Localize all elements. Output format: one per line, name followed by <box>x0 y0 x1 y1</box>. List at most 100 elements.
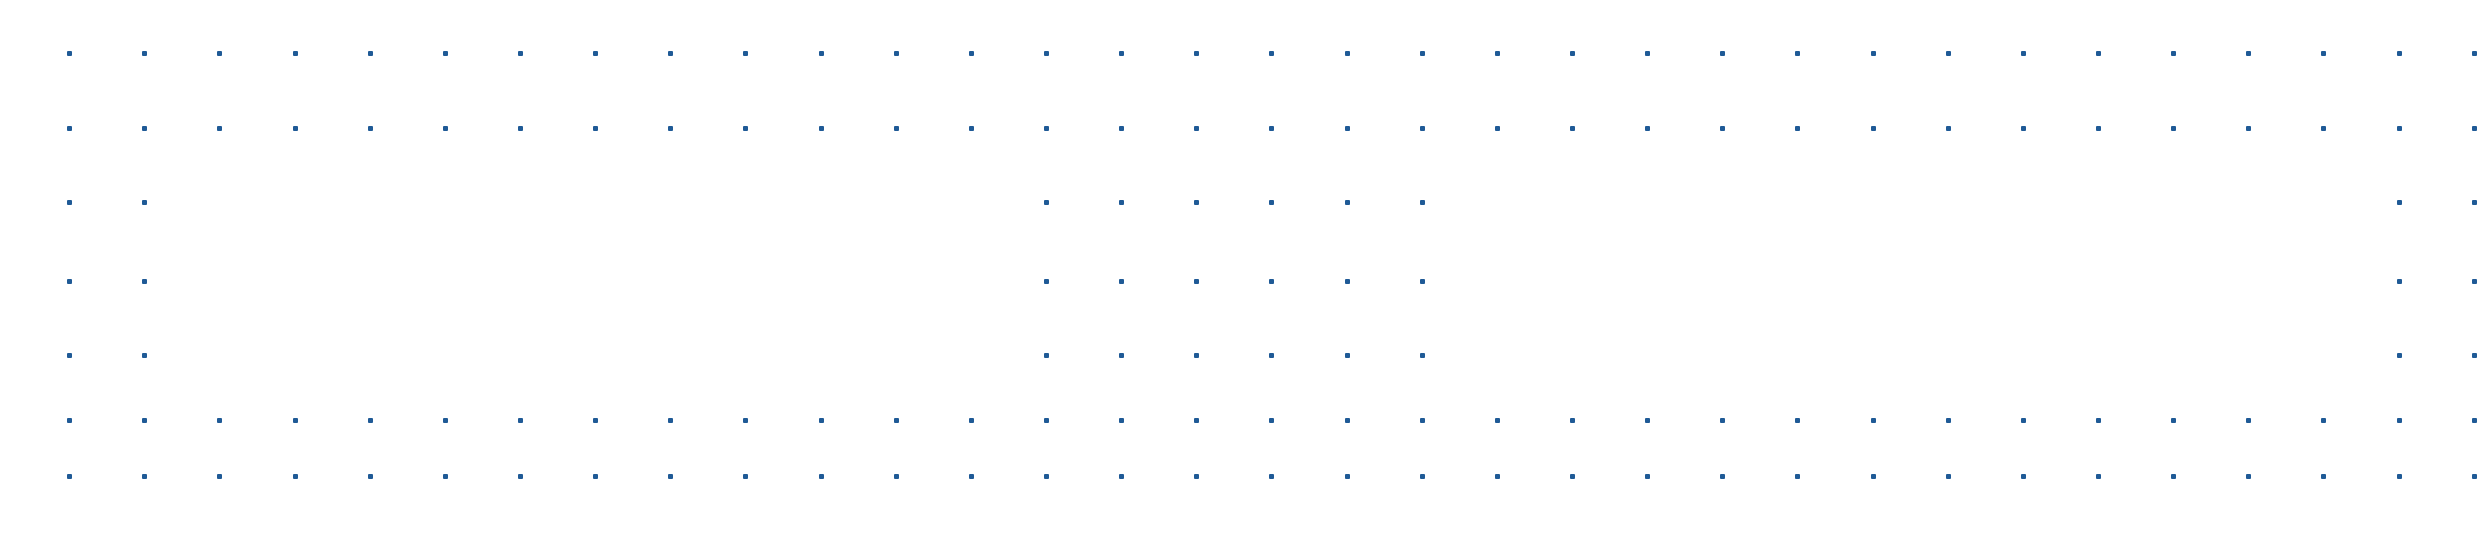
grid-dot <box>2396 418 2402 424</box>
grid-dot <box>668 125 674 131</box>
grid-dot <box>1194 418 1200 424</box>
grid-dot <box>2246 125 2252 131</box>
grid-dot <box>1194 199 1200 205</box>
grid-dot <box>2396 473 2402 479</box>
grid-dot <box>1945 51 1951 57</box>
grid-dot <box>2246 418 2252 424</box>
grid-dot <box>2020 418 2026 424</box>
grid-dot <box>2171 51 2177 57</box>
grid-dot <box>593 418 599 424</box>
grid-dot <box>142 418 148 424</box>
grid-dot <box>1344 125 1350 131</box>
grid-dot <box>1870 125 1876 131</box>
grid-dot <box>2396 125 2402 131</box>
grid-dot <box>2171 418 2177 424</box>
grid-dot <box>818 51 824 57</box>
grid-dot <box>968 473 974 479</box>
grid-dot <box>1344 353 1350 359</box>
grid-dot <box>1795 473 1801 479</box>
grid-dot <box>743 418 749 424</box>
grid-dot <box>67 125 73 131</box>
grid-dot <box>668 418 674 424</box>
grid-dot <box>2471 199 2477 205</box>
grid-dot <box>1870 51 1876 57</box>
grid-dot <box>217 125 223 131</box>
grid-dot <box>2096 418 2102 424</box>
grid-dot <box>292 473 298 479</box>
grid-dot <box>1419 51 1425 57</box>
grid-dot <box>2396 199 2402 205</box>
grid-dot <box>517 473 523 479</box>
grid-dot <box>818 125 824 131</box>
grid-dot <box>217 418 223 424</box>
grid-dot <box>2471 418 2477 424</box>
grid-dot <box>668 51 674 57</box>
grid-dot <box>818 473 824 479</box>
grid-dot <box>142 279 148 285</box>
grid-dot <box>1720 125 1726 131</box>
grid-dot <box>292 418 298 424</box>
grid-dot <box>67 199 73 205</box>
grid-dot <box>1419 353 1425 359</box>
grid-dot <box>367 125 373 131</box>
grid-dot <box>968 125 974 131</box>
grid-dot <box>442 51 448 57</box>
grid-dot <box>2171 473 2177 479</box>
grid-dot <box>1344 199 1350 205</box>
grid-dot <box>593 125 599 131</box>
grid-dot <box>2020 125 2026 131</box>
grid-dot <box>2321 51 2327 57</box>
grid-dot <box>743 125 749 131</box>
grid-dot <box>1119 353 1125 359</box>
grid-dot <box>1870 418 1876 424</box>
grid-dot <box>1269 51 1275 57</box>
grid-dot <box>2471 353 2477 359</box>
grid-dot <box>67 353 73 359</box>
grid-dot <box>893 125 899 131</box>
grid-dot <box>1119 473 1125 479</box>
grid-dot <box>593 473 599 479</box>
grid-dot <box>2246 473 2252 479</box>
grid-dot <box>1419 199 1425 205</box>
grid-dot <box>367 51 373 57</box>
grid-dot <box>1570 418 1575 424</box>
grid-dot <box>442 418 448 424</box>
grid-dot <box>292 125 298 131</box>
grid-dot <box>442 125 448 131</box>
grid-dot <box>1043 353 1049 359</box>
grid-dot <box>2096 473 2102 479</box>
grid-dot <box>1043 199 1049 205</box>
grid-dot <box>893 473 899 479</box>
grid-dot <box>593 51 599 57</box>
grid-dot <box>67 51 73 57</box>
grid-dot <box>2471 473 2477 479</box>
grid-dot <box>217 473 223 479</box>
grid-dot <box>968 418 974 424</box>
grid-dot <box>1720 473 1726 479</box>
grid-dot <box>2396 353 2402 359</box>
grid-dot <box>142 199 148 205</box>
grid-dot <box>1795 418 1801 424</box>
grid-dot <box>1570 473 1575 479</box>
grid-dot <box>2020 51 2026 57</box>
grid-dot <box>1269 199 1275 205</box>
grid-dot <box>1043 418 1049 424</box>
grid-dot <box>1945 473 1951 479</box>
grid-dot <box>67 418 73 424</box>
grid-dot <box>442 473 448 479</box>
grid-dot <box>517 51 523 57</box>
grid-dot <box>1645 51 1651 57</box>
grid-dot <box>517 125 523 131</box>
grid-dot <box>968 51 974 57</box>
grid-dot <box>142 353 148 359</box>
grid-dot <box>1194 125 1200 131</box>
grid-dot <box>67 279 73 285</box>
grid-dot <box>1344 473 1350 479</box>
grid-dot <box>1645 473 1651 479</box>
grid-dot <box>1795 51 1801 57</box>
grid-dot <box>1043 473 1049 479</box>
grid-dot <box>743 51 749 57</box>
grid-dot <box>1119 125 1125 131</box>
grid-dot <box>1043 51 1049 57</box>
